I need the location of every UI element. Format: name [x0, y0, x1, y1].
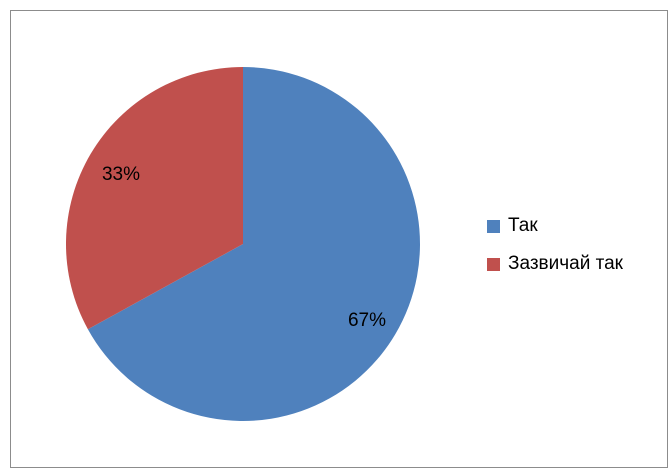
legend: Так Зазвичай так	[487, 215, 623, 291]
legend-swatch-tak	[487, 219, 500, 233]
data-label-zazvychai-tak: 33%	[102, 164, 140, 185]
legend-label-tak: Так	[508, 215, 538, 236]
legend-label-zazvychai-tak: Зазвичай так	[508, 253, 623, 274]
pie-chart: 67% 33%	[66, 67, 421, 421]
chart-area: 67% 33% Так Зазвичай так	[10, 10, 668, 468]
pie-slice-tak	[87, 67, 421, 421]
legend-swatch-zazvychai-tak	[487, 257, 500, 271]
pie-slice-zazvychai-tak	[66, 67, 243, 330]
data-label-tak: 67%	[348, 310, 386, 331]
legend-item-tak: Так	[487, 215, 623, 237]
legend-item-zazvychai-tak: Зазвичай так	[487, 253, 623, 275]
